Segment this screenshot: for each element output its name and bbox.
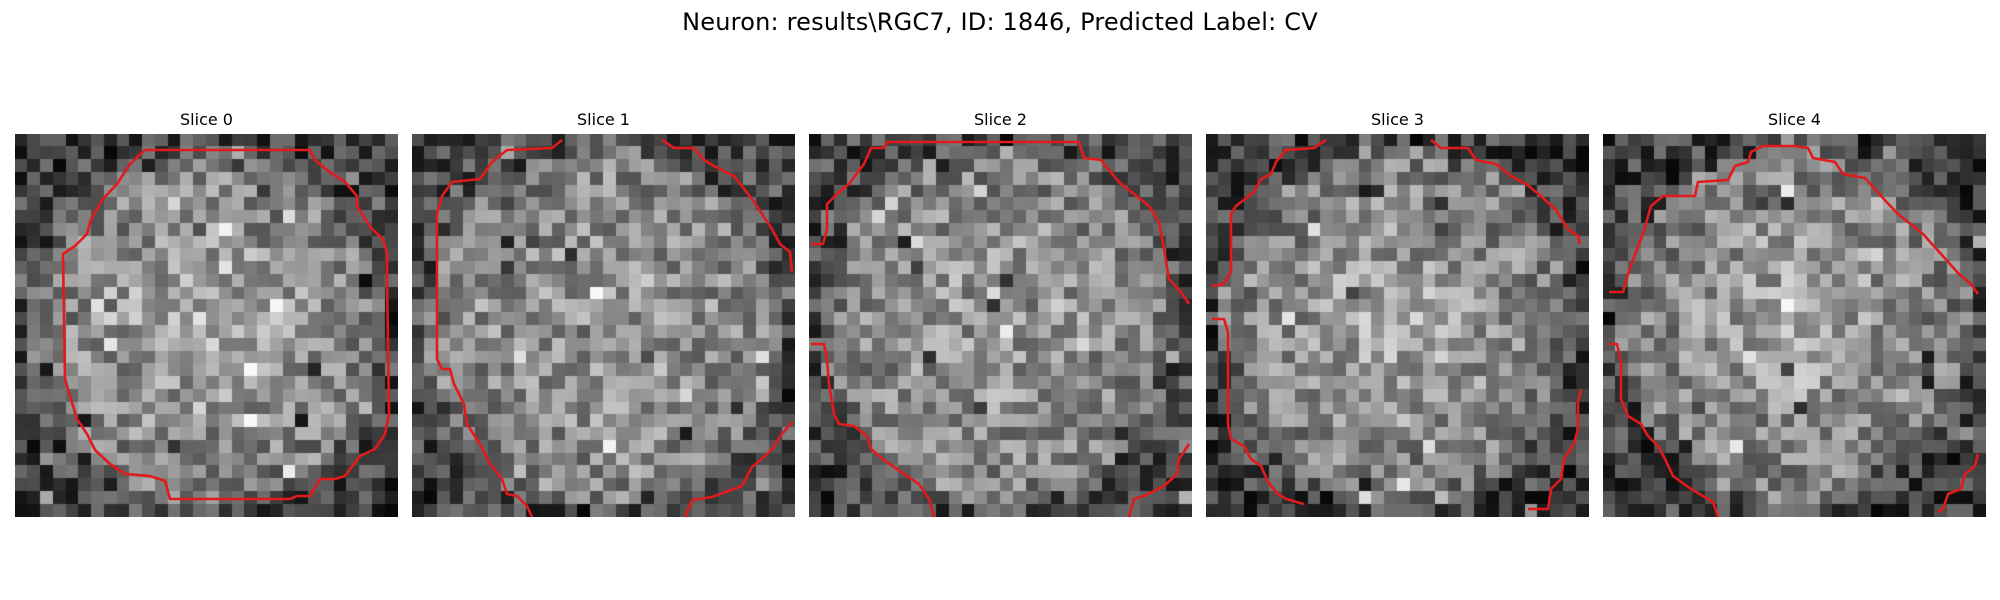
contour-overlay-0 bbox=[61, 148, 391, 501]
roi-contour-3b bbox=[1430, 138, 1582, 245]
roi-contour-2a bbox=[811, 140, 1191, 305]
slice-image-4 bbox=[1603, 134, 1986, 517]
slice-image-1 bbox=[412, 134, 795, 517]
roi-contour-3c bbox=[1212, 317, 1305, 506]
slice-image-2 bbox=[809, 134, 1192, 517]
slice-title-3: Slice 3 bbox=[1371, 110, 1424, 129]
roi-contour-4c bbox=[1937, 453, 1980, 514]
roi-contour-1b bbox=[661, 138, 794, 273]
slice-image-3 bbox=[1206, 134, 1589, 517]
slice-panel-1: Slice 1 bbox=[412, 108, 795, 518]
slice-title-0: Slice 0 bbox=[180, 110, 233, 129]
slice-title-4: Slice 4 bbox=[1768, 110, 1821, 129]
slice-panel-0: Slice 0 bbox=[15, 108, 398, 517]
roi-contour-2b bbox=[811, 342, 936, 518]
contour-overlay-2 bbox=[811, 140, 1191, 518]
roi-contour-3d bbox=[1528, 388, 1583, 511]
roi-contour-3a bbox=[1211, 138, 1327, 288]
slice-image-0 bbox=[15, 134, 398, 517]
roi-contour-2c bbox=[1127, 443, 1191, 518]
slice-panel-2: Slice 2 bbox=[809, 108, 1192, 518]
roi-contour-4b bbox=[1609, 342, 1720, 518]
roi-contour-0 bbox=[61, 148, 391, 501]
figure-title: Neuron: results\RGC7, ID: 1846, Predicte… bbox=[682, 8, 1318, 36]
contour-overlay-4 bbox=[1609, 144, 1980, 518]
roi-contour-4a bbox=[1609, 144, 1980, 295]
contour-overlay-3 bbox=[1211, 138, 1583, 511]
roi-contour-1a bbox=[435, 138, 563, 518]
slice-panel-3: Slice 3 bbox=[1206, 108, 1589, 517]
slice-panel-4: Slice 4 bbox=[1603, 108, 1986, 518]
roi-contour-1c bbox=[683, 421, 793, 518]
slice-title-2: Slice 2 bbox=[974, 110, 1027, 129]
contour-overlay-1 bbox=[435, 138, 794, 518]
slice-title-1: Slice 1 bbox=[577, 110, 630, 129]
